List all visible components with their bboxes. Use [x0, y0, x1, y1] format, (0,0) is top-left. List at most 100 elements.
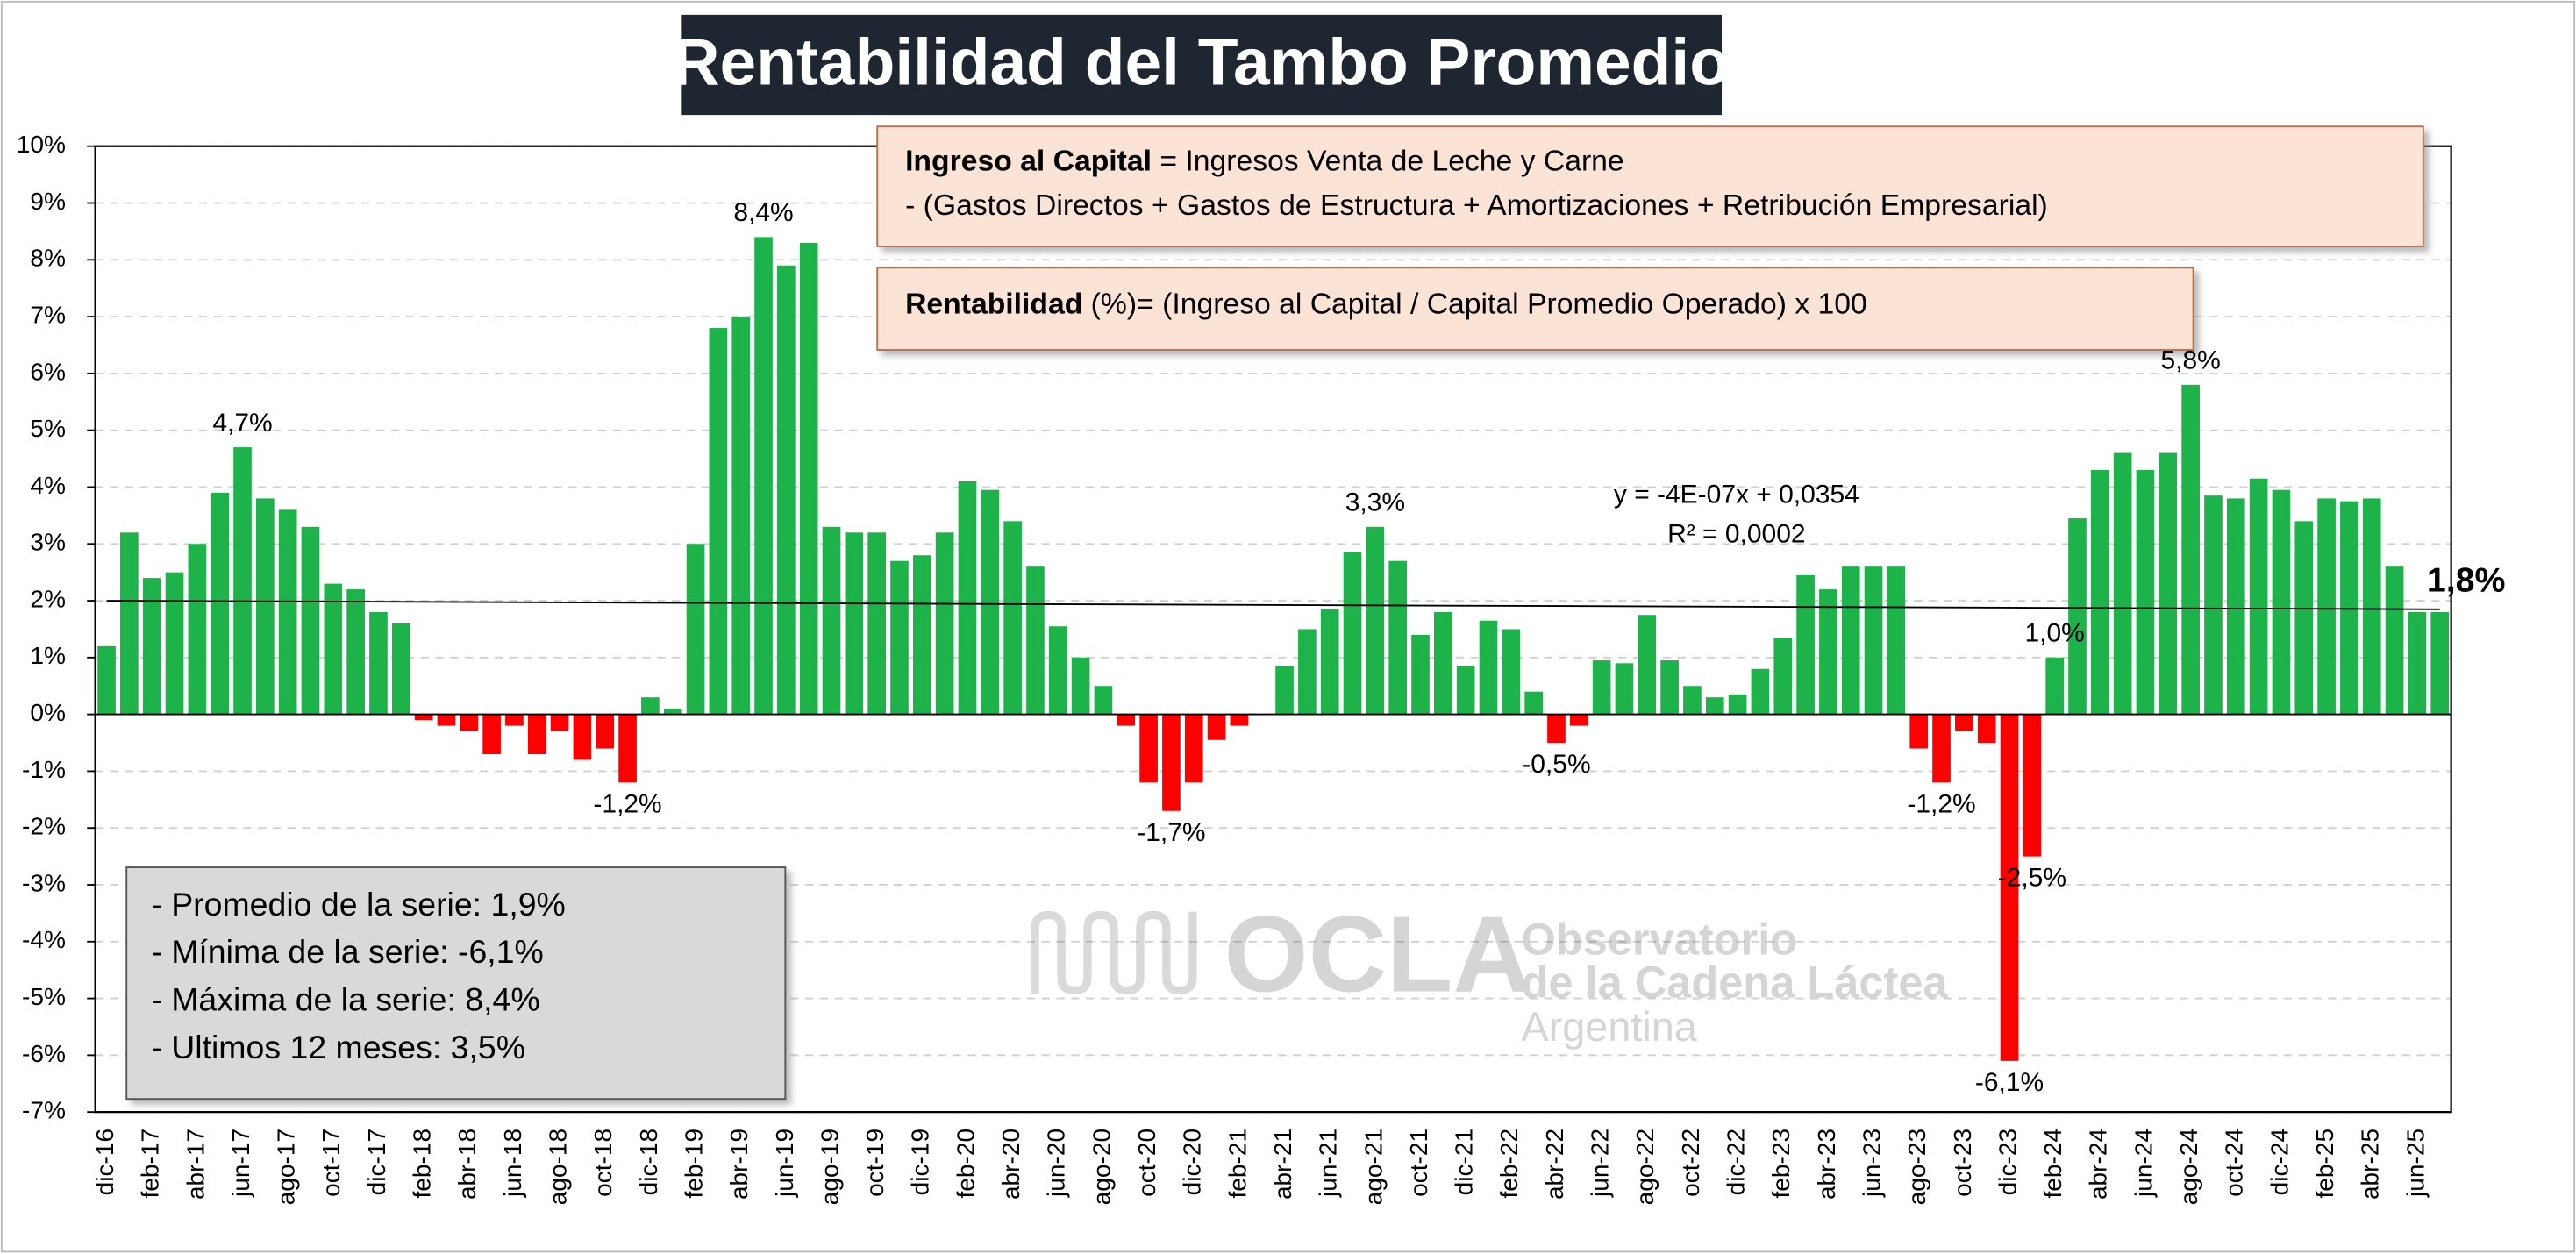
bar: [912, 555, 931, 715]
x-tick-label: dic-21: [1451, 1129, 1478, 1195]
x-tick-label: dic-20: [1179, 1129, 1206, 1195]
bar: [1207, 714, 1226, 740]
bar: [278, 509, 297, 715]
x-tick-label: feb-21: [1224, 1129, 1251, 1199]
x-tick-label: abr-23: [1813, 1129, 1840, 1200]
y-tick-label: 7%: [30, 302, 66, 329]
bar: [777, 265, 796, 715]
bar: [369, 611, 388, 715]
x-tick-label: abr-18: [453, 1129, 481, 1200]
bar: [1479, 620, 1498, 715]
bar: [2430, 611, 2450, 715]
x-tick-label: jun-22: [1587, 1129, 1614, 1198]
bar: [709, 328, 728, 715]
logo: OCLA Observatorio de la Cadena Láctea Ar…: [1031, 894, 1949, 1050]
bar: [1275, 666, 1294, 715]
bar: [1456, 666, 1475, 715]
x-tick-label: ago-17: [273, 1129, 300, 1205]
x-tick-label: jun-24: [2130, 1129, 2157, 1198]
x-tick-label: feb-22: [1495, 1129, 1523, 1199]
bar: [142, 578, 161, 715]
bar: [731, 317, 751, 715]
y-tick-label: -4%: [22, 926, 66, 953]
x-tick-label: oct-17: [318, 1129, 345, 1197]
y-tick-label: -3%: [22, 869, 66, 896]
stats: - Promedio de la serie: 1,9% - Mínima de …: [151, 886, 566, 1065]
y-tick-label: 3%: [30, 529, 66, 556]
y-tick-label: 5%: [30, 415, 66, 442]
bar: [754, 237, 773, 715]
formula-text: - (Gastos Directos + Gastos de Estructur…: [905, 189, 2048, 222]
bar: [845, 532, 864, 715]
data-label: -2,5%: [1998, 864, 2066, 893]
bar: [981, 489, 1000, 715]
x-tick-label: ago-22: [1631, 1129, 1659, 1205]
stats-line: - Ultimos 12 meses: 3,5%: [151, 1029, 525, 1065]
bar: [391, 623, 410, 715]
x-tick-label: jun-20: [1043, 1129, 1070, 1198]
x-tick-label: oct-18: [589, 1129, 617, 1197]
x-tick-label: jun-23: [1858, 1129, 1885, 1198]
x-tick-label: dic-23: [1994, 1129, 2021, 1195]
bar: [2159, 452, 2178, 715]
data-label: 4,7%: [212, 409, 272, 438]
bar: [2317, 498, 2336, 715]
x-tick-label: feb-17: [137, 1129, 164, 1199]
bar: [346, 589, 365, 715]
bar: [256, 498, 275, 715]
bar: [1139, 714, 1158, 783]
bar: [211, 492, 230, 715]
bar: [482, 714, 501, 754]
bar: [1887, 566, 1906, 715]
data-label: 5,8%: [2160, 346, 2220, 375]
y-tick-label: -2%: [22, 813, 66, 840]
data-label: 8,4%: [733, 198, 793, 227]
formula-box: [876, 125, 2424, 247]
bar: [414, 714, 433, 721]
bar: [505, 714, 524, 726]
bar: [1819, 589, 1837, 715]
bar: [1841, 566, 1860, 715]
bar: [1320, 609, 1339, 715]
bar: [2090, 470, 2109, 715]
bar: [573, 714, 592, 760]
x-tick-label: oct-20: [1133, 1129, 1160, 1197]
trend-equation: y = -4E-07x + 0,0354: [1614, 481, 1859, 509]
bar: [301, 526, 320, 715]
bar: [1298, 629, 1317, 715]
data-label: -6,1%: [1975, 1068, 2044, 1097]
bar: [1864, 566, 1883, 715]
x-tick-label: abr-21: [1269, 1129, 1296, 1200]
bar: [596, 714, 615, 749]
logo-icon: [1031, 910, 1197, 995]
x-tick-label: feb-25: [2311, 1129, 2338, 1199]
data-label: -1,7%: [1137, 818, 1205, 847]
bar: [890, 560, 909, 715]
y-tick-label: 8%: [30, 245, 66, 272]
x-tick-label: ago-19: [816, 1129, 843, 1205]
x-tick-label: dic-22: [1723, 1129, 1750, 1195]
x-tick-label: ago-23: [1903, 1129, 1930, 1205]
formula-text: Ingreso al Capital = Ingresos Venta de L…: [905, 144, 1624, 177]
x-tick-label: jun-18: [499, 1129, 526, 1198]
x-tick-label: jun-21: [1315, 1129, 1342, 1198]
x-tick-label: feb-23: [1767, 1129, 1795, 1199]
data-label: 1,8%: [2427, 561, 2506, 600]
bar: [1909, 714, 1929, 749]
bar: [822, 526, 841, 715]
x-tick-label: dic-17: [363, 1129, 390, 1195]
x-tick-label: ago-21: [1359, 1129, 1387, 1205]
bar: [618, 714, 637, 783]
bar: [1751, 668, 1770, 715]
bar: [2226, 498, 2245, 715]
formula-text: = Ingresos Venta de Leche y Carne: [1152, 144, 1624, 177]
bar: [165, 572, 184, 715]
bar: [1026, 566, 1045, 715]
bar: [1638, 615, 1657, 715]
bar: [2340, 501, 2358, 715]
bar: [1162, 714, 1181, 811]
data-label: 3,3%: [1345, 488, 1405, 517]
bar: [1955, 714, 1973, 732]
bar: [663, 709, 682, 715]
